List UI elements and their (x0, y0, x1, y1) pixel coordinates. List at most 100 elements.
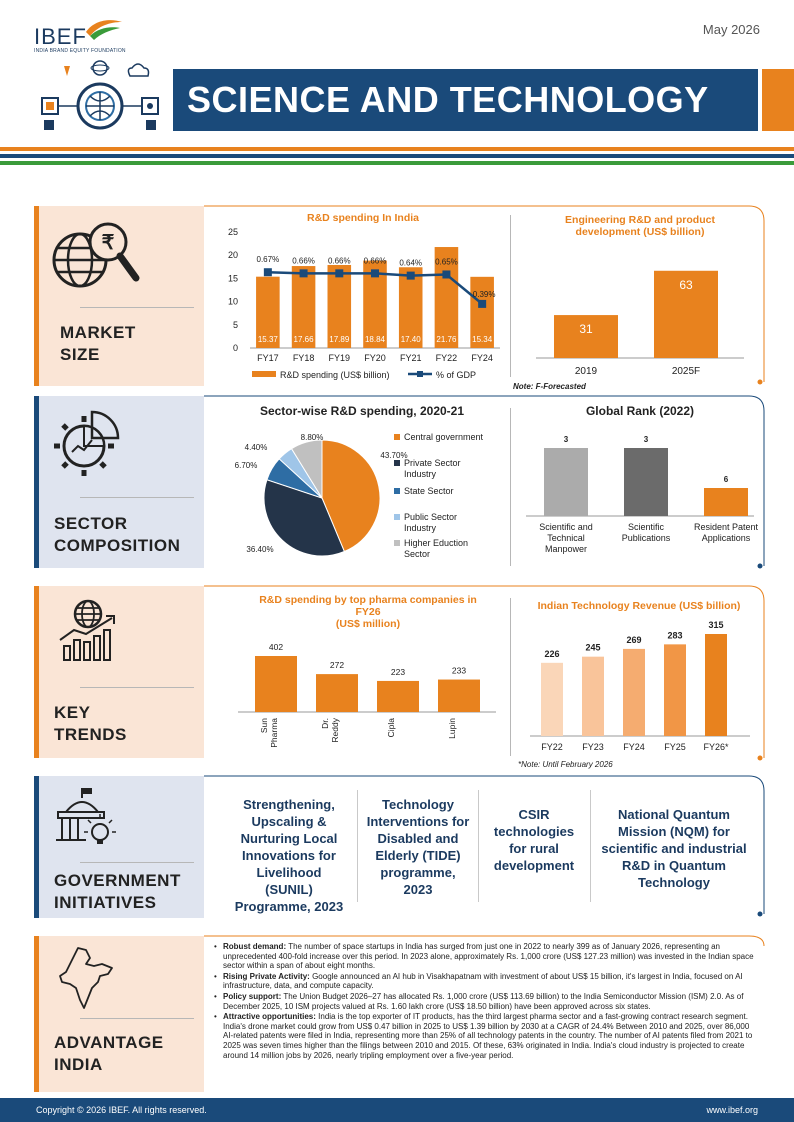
pie-slice (321, 439, 381, 553)
x-tick-label: FY25 (664, 742, 686, 752)
india-map-icon (59, 947, 113, 1009)
pie-value-label: 43.70% (380, 451, 407, 460)
gov-label: GOVERNMENT INITIATIVES (54, 870, 181, 914)
bar-value-label: 17.66 (294, 335, 315, 344)
legend-label: Public Sector (404, 512, 457, 522)
market-size-divider (80, 307, 194, 308)
advantage-bullets: • Robust demand: The number of space sta… (214, 942, 760, 1060)
bullet-head: Rising Private Activity: (223, 971, 310, 981)
bullet-text: Google announced an AI hub in Visakhapat… (223, 971, 743, 991)
advantage-bar (34, 936, 39, 1092)
x-tick-label: Scientific (628, 522, 665, 532)
market-size-label: MARKET SIZE (60, 322, 136, 366)
gdp-label: 0.66% (292, 256, 315, 265)
revenue-note: *Note: Until February 2026 (518, 760, 613, 769)
bar-value-label: 31 (579, 322, 593, 336)
market-size-bar (34, 206, 39, 386)
bullet-head: Robust demand: (223, 942, 287, 951)
legend-swatch (394, 434, 400, 440)
advantage-panel (34, 936, 204, 1092)
bar-value-label: 402 (269, 642, 283, 652)
adv-bullet: • Attractive opportunities: India is the… (214, 1012, 760, 1060)
gdp-label: 0.66% (328, 256, 351, 265)
tech-revenue-chart: 226 FY22 245 FY23 269 FY24 283 FY25 315 FY26* (530, 620, 750, 752)
section-frame-1 (204, 205, 765, 385)
bar-value-label: 15.37 (258, 335, 279, 344)
x-tick-label: Publications (622, 533, 671, 543)
legend-label: Industry (404, 469, 437, 479)
pie-title: Sector-wise R&D spending, 2020-21 (259, 404, 465, 418)
legend-label: Private Sector (404, 458, 461, 468)
bar-value-label: 223 (391, 667, 405, 677)
gdp-label: 0.65% (435, 257, 458, 266)
stripe-green (0, 161, 794, 165)
y-tick-label: 10 (228, 297, 238, 307)
x-tick-label: Applications (702, 533, 751, 543)
website-link[interactable]: www.ibef.org (706, 1105, 758, 1115)
bar (541, 662, 563, 736)
gdp-marker (478, 299, 487, 308)
sector-divider (80, 497, 194, 498)
bar-value-label: 18.84 (365, 335, 386, 344)
gov-item-tide: Technology Interventions for Disabled an… (366, 797, 470, 897)
sector-pie-chart: 43.70% 36.40% 6.70% 4.40% 8.80% Central gover… (235, 432, 484, 559)
ibef-logo[interactable]: IBEF INDIA BRAND EQUITY FOUNDATION (34, 18, 144, 58)
pharma-title-line-2: FY26 (355, 606, 381, 618)
stripe-white-2 (0, 158, 794, 161)
bar-value-label: 21.76 (436, 335, 457, 344)
rnd-spending-chart: R&D spending In India 0 5 10 15 20 25 15.37 FY17… (228, 212, 500, 380)
issue-date: May 2026 (702, 22, 760, 37)
bar-value-label: 233 (452, 666, 466, 676)
bar-value-label: 245 (585, 643, 600, 653)
adv-bullet: • Policy support: The Union Budget 2026–… (214, 992, 760, 1011)
bar (377, 680, 419, 712)
bar (434, 247, 459, 348)
adv-bullet: • Robust demand: The number of space sta… (214, 942, 760, 971)
x-tick-label: FY19 (329, 353, 351, 363)
label-line-1: SECTOR (54, 514, 128, 533)
bar (582, 656, 604, 736)
gov-item-sunil: Strengthening, Upscaling & Nurturing Loc… (234, 797, 344, 914)
label-line-2: TRENDS (54, 725, 127, 744)
pie-value-label: 36.40% (246, 545, 273, 554)
bullet-text: The number of space startups in India ha… (223, 942, 754, 971)
sector-panel (34, 396, 204, 568)
legend-label: State Sector (404, 486, 454, 496)
x-tick-label: Lupin (447, 718, 457, 739)
x-tick-label: Dr. (320, 718, 330, 729)
trends-divider (80, 687, 194, 688)
bar-value-label: 315 (708, 620, 723, 630)
bar-value-label: 3 (564, 435, 569, 444)
section-frame-3 (204, 585, 765, 761)
pharma-rnd-chart: 402 Sun Pharma 272 Dr. Reddy 223 Cipla 233 Lupin (238, 642, 496, 748)
bar (291, 266, 316, 348)
gdp-marker (442, 270, 451, 279)
bullet-head: Policy support: (223, 991, 282, 1001)
bar-value-label: 17.40 (401, 335, 422, 344)
bar (623, 648, 645, 736)
bar-value-label: 15.34 (472, 335, 493, 344)
bar (398, 267, 423, 348)
pie-value-label: 4.40% (245, 443, 268, 452)
bullet-text: The Union Budget 2026–27 has allocated R… (223, 991, 744, 1011)
bar-value-label: 63 (679, 278, 693, 292)
gov-divider (80, 862, 194, 863)
bar (255, 656, 297, 712)
legend-label: Industry (404, 523, 437, 533)
bar (704, 488, 748, 516)
copyright: Copyright © 2026 IBEF. All rights reserv… (36, 1105, 207, 1115)
x-tick-label: FY23 (582, 742, 604, 752)
gov-sep-3 (590, 790, 591, 902)
legend-swatch-bars (252, 371, 276, 377)
bar (256, 276, 280, 348)
x-tick-label: Scientific and (539, 522, 593, 532)
label-line-1: GOVERNMENT (54, 871, 181, 890)
chart-divider-1 (510, 215, 511, 377)
bar (544, 448, 588, 516)
legend-label: Higher Eduction (404, 538, 468, 548)
sector-bar (34, 396, 39, 568)
stripe-blue (0, 154, 794, 158)
x-tick-label: FY21 (400, 353, 422, 363)
x-tick-label: FY26* (703, 742, 729, 752)
